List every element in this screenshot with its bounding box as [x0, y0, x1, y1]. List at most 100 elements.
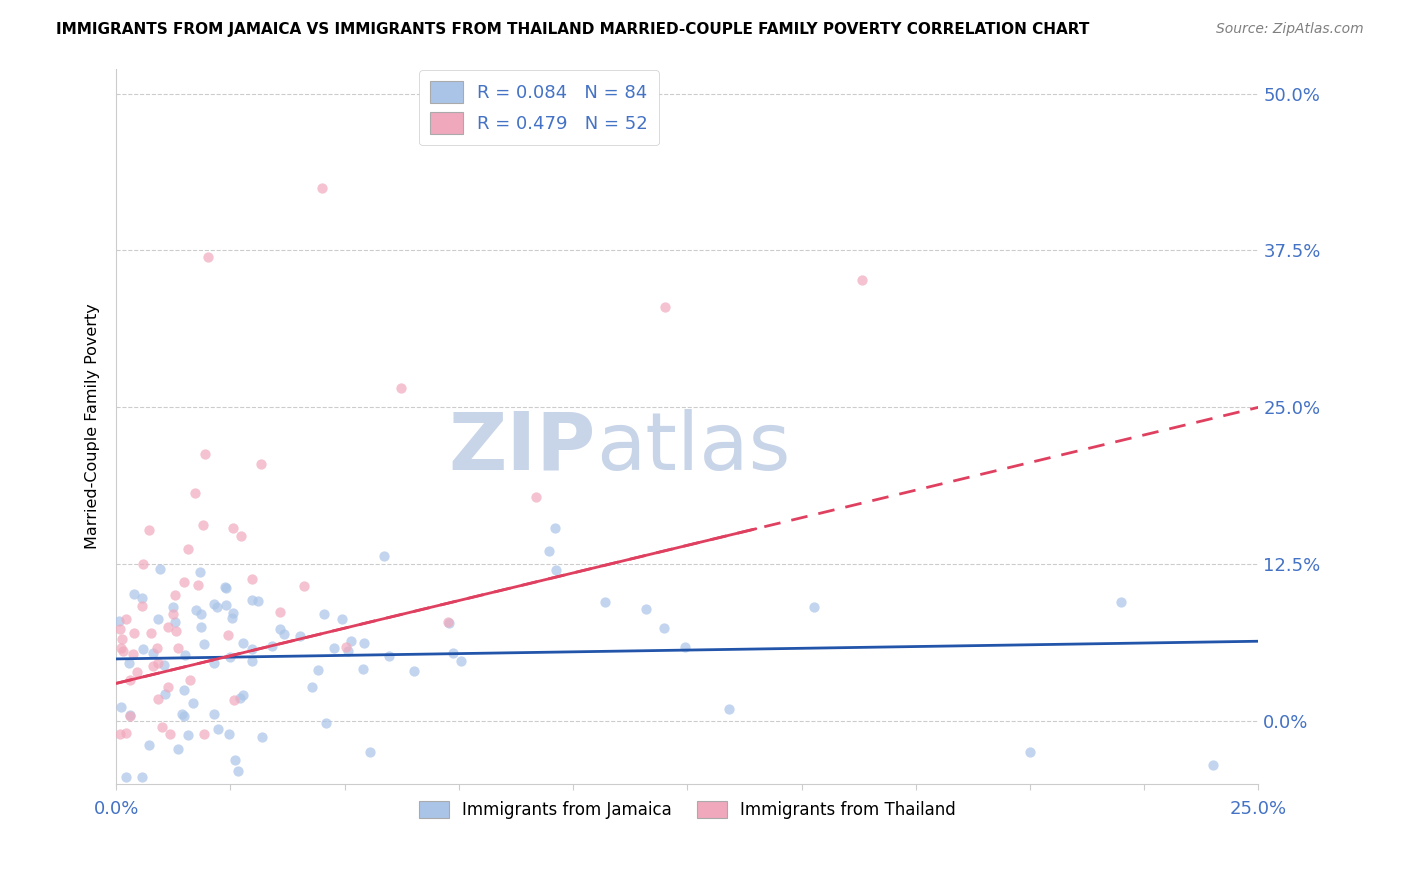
Point	[595, 595, 617, 609]
Point	[202, 656, 225, 670]
Point	[111, 632, 134, 647]
Point	[132, 641, 155, 656]
Point	[157, 620, 180, 634]
Point	[340, 634, 363, 648]
Point	[122, 587, 145, 601]
Point	[221, 611, 243, 625]
Point	[122, 625, 145, 640]
Text: ZIP: ZIP	[449, 409, 596, 486]
Point	[165, 624, 187, 638]
Point	[153, 658, 176, 673]
Point	[115, 771, 138, 785]
Point	[359, 745, 381, 759]
Point	[222, 521, 245, 535]
Point	[231, 528, 253, 542]
Point	[190, 607, 212, 621]
Point	[131, 591, 153, 606]
Text: atlas: atlas	[596, 409, 790, 486]
Point	[184, 603, 207, 617]
Point	[191, 518, 214, 533]
Point	[218, 727, 240, 741]
Point	[215, 581, 238, 595]
Point	[205, 599, 228, 614]
Point	[232, 635, 254, 649]
Point	[260, 639, 283, 653]
Point	[121, 648, 143, 662]
Point	[215, 598, 238, 612]
Point	[288, 629, 311, 643]
Point	[544, 563, 567, 577]
Point	[353, 636, 375, 650]
Point	[803, 599, 825, 614]
Point	[437, 615, 460, 630]
Y-axis label: Married-Couple Family Poverty: Married-Couple Family Poverty	[86, 303, 100, 549]
Point	[118, 709, 141, 723]
Point	[240, 572, 263, 586]
Point	[269, 623, 291, 637]
Point	[352, 662, 374, 676]
Point	[652, 621, 675, 635]
Point	[146, 692, 169, 706]
Point	[174, 648, 197, 663]
Point	[1019, 745, 1042, 759]
Point	[177, 728, 200, 742]
Point	[150, 720, 173, 734]
Point	[337, 643, 360, 657]
Point	[654, 300, 676, 314]
Point	[179, 673, 201, 688]
Point	[224, 753, 246, 767]
Point	[162, 607, 184, 622]
Point	[118, 656, 141, 670]
Point	[146, 641, 169, 656]
Point	[335, 640, 357, 654]
Point	[173, 683, 195, 698]
Point	[162, 599, 184, 614]
Point	[391, 381, 413, 395]
Point	[226, 764, 249, 778]
Point	[240, 592, 263, 607]
Point	[181, 696, 204, 710]
Point	[193, 636, 215, 650]
Point	[131, 771, 153, 785]
Point	[118, 707, 141, 722]
Point	[717, 702, 740, 716]
Point	[149, 562, 172, 576]
Point	[250, 730, 273, 744]
Point	[402, 664, 425, 678]
Point	[190, 620, 212, 634]
Point	[378, 648, 401, 663]
Point	[222, 693, 245, 707]
Point	[110, 700, 132, 714]
Point	[118, 673, 141, 688]
Point	[214, 580, 236, 594]
Point	[108, 726, 131, 740]
Legend: Immigrants from Jamaica, Immigrants from Thailand: Immigrants from Jamaica, Immigrants from…	[412, 794, 963, 825]
Point	[232, 688, 254, 702]
Point	[167, 742, 190, 756]
Point	[673, 640, 696, 655]
Point	[146, 656, 169, 670]
Point	[114, 726, 136, 740]
Point	[193, 726, 215, 740]
Point	[202, 706, 225, 721]
Point	[142, 659, 165, 673]
Point	[197, 250, 219, 264]
Point	[228, 690, 250, 705]
Point	[269, 605, 291, 619]
Point	[1111, 595, 1133, 609]
Point	[441, 646, 464, 660]
Point	[207, 723, 229, 737]
Point	[141, 626, 163, 640]
Point	[311, 180, 333, 194]
Point	[222, 606, 245, 620]
Point	[373, 549, 395, 563]
Point	[165, 615, 187, 630]
Point	[170, 707, 193, 722]
Point	[273, 626, 295, 640]
Point	[159, 726, 181, 740]
Point	[167, 641, 190, 656]
Point	[292, 579, 315, 593]
Point	[543, 521, 565, 535]
Point	[538, 543, 561, 558]
Point	[851, 272, 873, 286]
